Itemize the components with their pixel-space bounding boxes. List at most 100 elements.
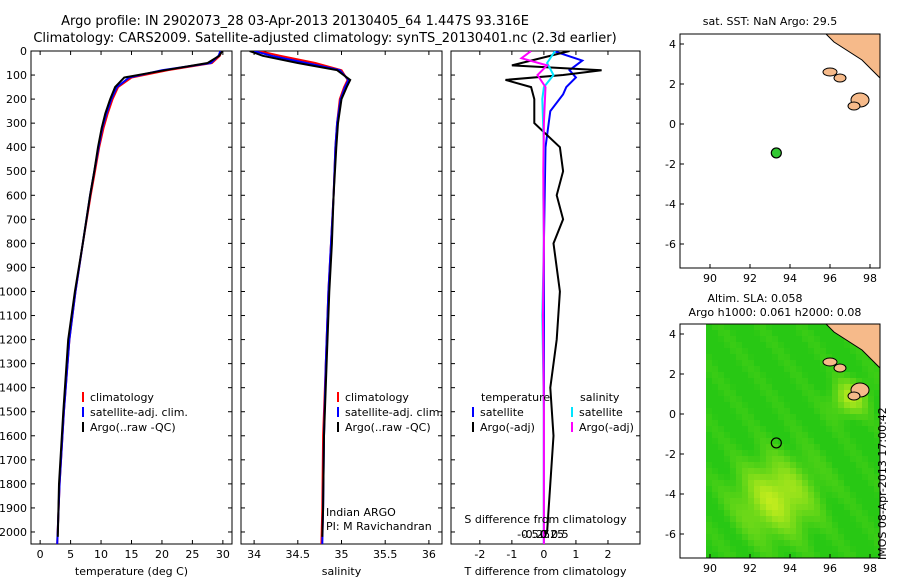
sla-cell — [844, 504, 851, 511]
sla-cell — [730, 534, 737, 541]
sla-cell — [712, 390, 719, 397]
sla-cell — [706, 540, 713, 547]
sla-cell — [712, 426, 719, 433]
sla-cell — [718, 426, 725, 433]
sla-cell — [790, 468, 797, 475]
plot-frame — [240, 50, 443, 545]
sla-cell — [712, 372, 719, 379]
sla-cell — [814, 432, 821, 439]
sla-cell — [838, 378, 845, 385]
lat-tick-label: 2 — [669, 368, 676, 381]
sla-cell — [760, 372, 767, 379]
sla-cell — [760, 534, 767, 541]
sla-cell — [808, 360, 815, 367]
sla-cell — [772, 324, 779, 331]
sla-cell — [844, 348, 851, 355]
sla-cell — [832, 420, 839, 427]
sla-cell — [874, 480, 880, 487]
sla-cell — [766, 408, 773, 415]
sla-cell — [790, 420, 797, 427]
sla-cell — [826, 420, 833, 427]
lat-tick-label: -6 — [665, 238, 676, 251]
x-tick-label: 1 — [572, 548, 579, 561]
sla-cell — [706, 360, 713, 367]
sla-cell — [826, 372, 833, 379]
sla-cell — [736, 450, 743, 457]
sla-cell — [802, 366, 809, 373]
sla-cell — [766, 366, 773, 373]
sla-cell — [874, 546, 880, 553]
lat-tick-label: -2 — [665, 448, 676, 461]
sla-cell — [766, 546, 773, 553]
sla-cell — [844, 390, 851, 397]
sla-cell — [754, 384, 761, 391]
sla-cell — [784, 426, 791, 433]
sla-cell — [766, 348, 773, 355]
sla-cell — [796, 456, 803, 463]
sla-cell — [730, 402, 737, 409]
sla-cell — [862, 534, 869, 541]
sla-cell — [712, 366, 719, 373]
sla-cell — [712, 546, 719, 553]
sla-cell — [820, 438, 827, 445]
sla-cell — [790, 366, 797, 373]
sla-cell — [874, 528, 880, 535]
sla-cell — [838, 450, 845, 457]
sla-cell — [760, 336, 767, 343]
sla-cell — [778, 336, 785, 343]
sla-cell — [712, 408, 719, 415]
sla-cell — [802, 480, 809, 487]
sla-cell — [844, 468, 851, 475]
sla-cell — [718, 546, 725, 553]
sla-cell — [748, 528, 755, 535]
sla-cell — [754, 354, 761, 361]
series-group — [249, 51, 352, 544]
sla-cell — [718, 498, 725, 505]
sla-cell — [808, 546, 815, 553]
sla-cell — [784, 534, 791, 541]
sla-cell — [706, 546, 713, 553]
sla-cell — [724, 444, 731, 451]
sla-cell — [862, 378, 869, 385]
land-island — [847, 101, 861, 111]
sla-cell — [736, 540, 743, 547]
sla-cell — [712, 402, 719, 409]
sla-cell — [742, 336, 749, 343]
sla-cell — [730, 444, 737, 451]
sla-cell — [808, 474, 815, 481]
sla-cell — [826, 468, 833, 475]
sla-cell — [748, 336, 755, 343]
sla-cell — [850, 408, 857, 415]
sla-cell — [748, 552, 755, 558]
sla-cell — [730, 468, 737, 475]
sla-cell — [760, 360, 767, 367]
argo-position-marker — [770, 437, 782, 449]
depth-tick-label: 1300 — [0, 358, 27, 371]
sla-cell — [730, 546, 737, 553]
sla-cell — [724, 432, 731, 439]
lon-tick-label: 92 — [743, 272, 757, 285]
sla-cell — [748, 516, 755, 523]
sla-cell — [778, 552, 785, 558]
sla-cell — [856, 450, 863, 457]
sla-cell — [712, 384, 719, 391]
x2-tick-label: 0.5 — [551, 528, 569, 541]
sla-cell — [760, 426, 767, 433]
sla-cell — [766, 336, 773, 343]
sla-cell — [742, 408, 749, 415]
sla-cell — [808, 354, 815, 361]
sla-cell — [796, 396, 803, 403]
sla-cell — [844, 516, 851, 523]
sla-cell — [862, 372, 869, 379]
sla-cell — [844, 402, 851, 409]
lon-tick-label: 94 — [783, 272, 797, 285]
sla-cell — [796, 366, 803, 373]
sla-cell — [868, 402, 875, 409]
sla-cell — [724, 360, 731, 367]
sla-cell — [712, 324, 719, 331]
sla-cell — [778, 366, 785, 373]
sla-cell — [718, 516, 725, 523]
sla-cell — [874, 390, 880, 397]
land-island — [822, 357, 838, 367]
x-tick-label: -2 — [474, 548, 485, 561]
